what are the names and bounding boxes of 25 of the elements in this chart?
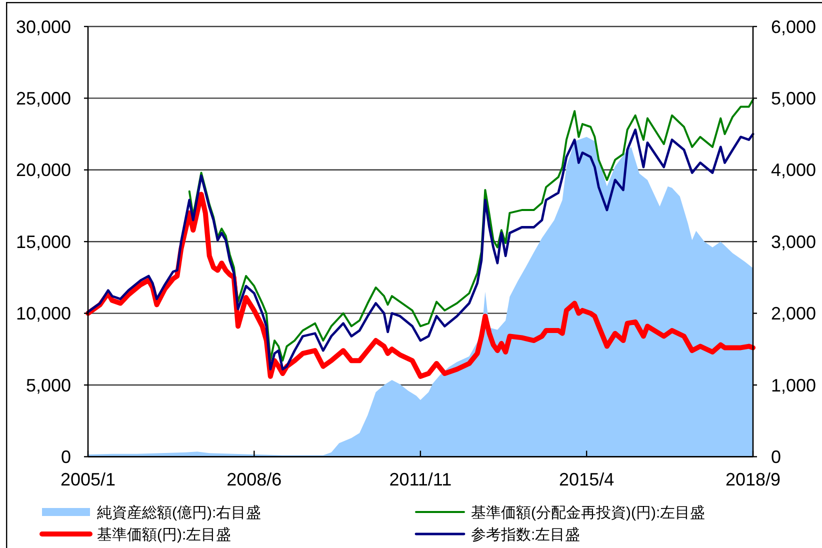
y-tick-label: 20,000 [16, 160, 71, 180]
x-tick-label: 2011/11 [389, 470, 452, 490]
y2-tick-label: 2,000 [771, 304, 816, 324]
y2-tick-label: 0 [771, 447, 782, 467]
line-series [188, 98, 754, 362]
y-tick-label: 0 [60, 447, 71, 467]
x-tick-label: 2015/4 [559, 470, 614, 490]
legend-label: 基準価額(円):左目盛 [97, 526, 232, 544]
legend-label: 基準価額(分配金再投資)(円):左目盛 [471, 504, 706, 522]
y-tick-label: 30,000 [16, 16, 71, 37]
y2-tick-label: 6,000 [771, 16, 816, 37]
y-tick-label: 25,000 [16, 88, 71, 108]
y2-tick-label: 5,000 [771, 88, 816, 108]
y2-tick-label: 4,000 [771, 160, 816, 180]
x-tick-label: 2008/6 [226, 470, 282, 490]
y-tick-label: 15,000 [16, 232, 71, 252]
y2-tick-label: 3,000 [771, 232, 816, 252]
x-tick-label: 2005/1 [60, 470, 116, 490]
line-series [86, 128, 754, 370]
y2-tick-label: 1,000 [771, 375, 816, 396]
legend-label: 純資産総額(億円):右目盛 [97, 504, 262, 522]
legend-label: 参考指数:左目盛 [471, 526, 580, 544]
y-tick-label: 10,000 [16, 304, 71, 324]
x-tick-label: 2018/9 [725, 470, 781, 490]
y-tick-label: 5,000 [26, 375, 71, 396]
